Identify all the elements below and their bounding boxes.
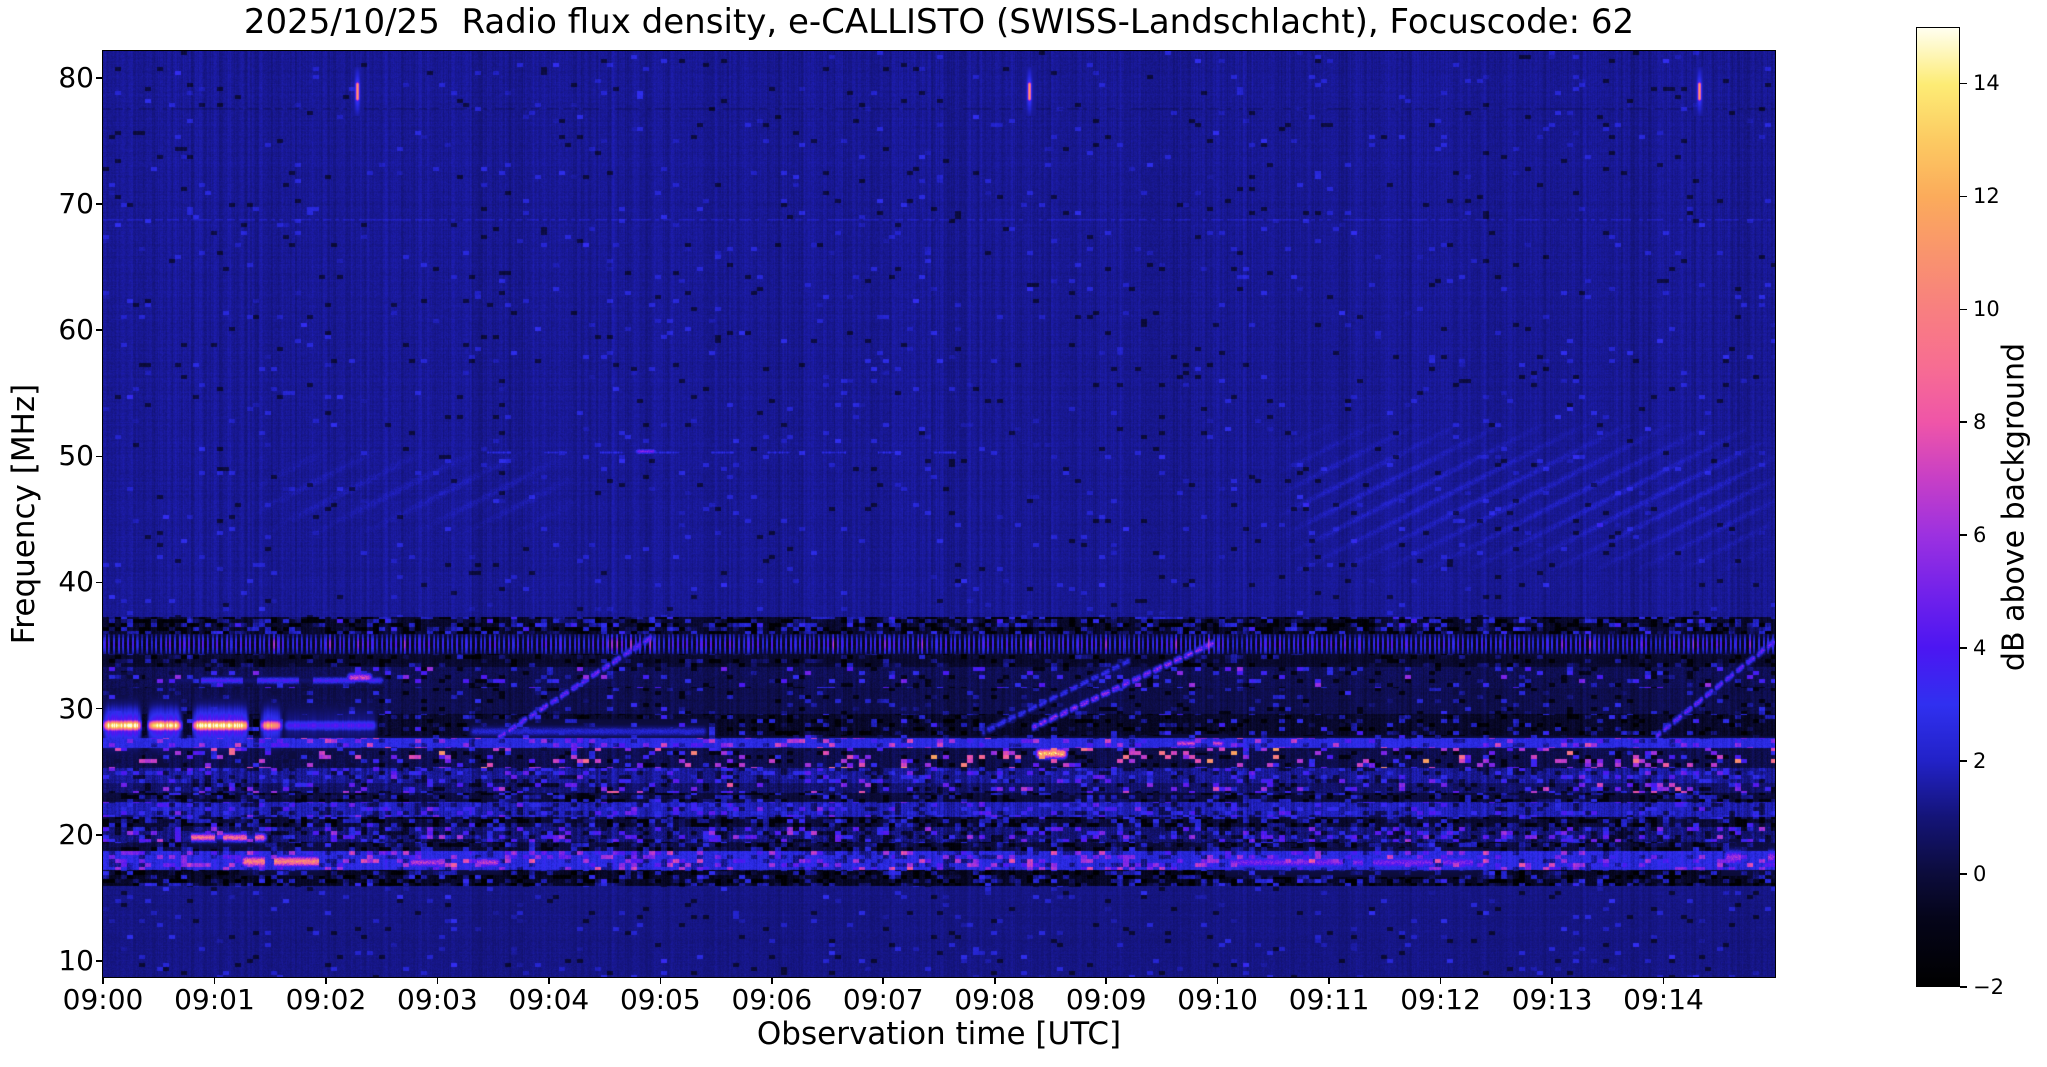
colorbar-tick-label: 4 [1973, 636, 1987, 661]
colorbar-tick-label: 6 [1973, 523, 1987, 548]
colorbar-tick-label: 10 [1973, 297, 2000, 322]
colorbar [1916, 27, 1960, 987]
colorbar-tick-mark [1960, 760, 1967, 762]
x-tick-mark [1105, 977, 1107, 984]
x-tick-label: 09:06 [731, 983, 813, 1016]
colorbar-tick-label: 2 [1973, 749, 1987, 774]
x-tick-label: 09:12 [1400, 983, 1481, 1016]
x-tick-mark [325, 977, 327, 984]
y-tick-label: 10 [58, 943, 94, 977]
x-tick-mark [659, 977, 662, 984]
colorbar-tick-label: 8 [1973, 410, 1987, 435]
x-tick-label: 09:11 [1288, 983, 1370, 1016]
y-tick-label: 20 [58, 817, 94, 851]
colorbar-tick-label: −2 [1973, 975, 2004, 999]
x-tick-label: 09:13 [1511, 983, 1593, 1016]
colorbar-tick-label: 14 [1973, 71, 2000, 96]
x-tick-label: 09:05 [619, 983, 701, 1016]
x-tick-label: 09:08 [954, 983, 1036, 1016]
colorbar-tick-label: 0 [1973, 862, 1987, 887]
y-tick-label: 50 [58, 439, 94, 473]
colorbar-tick-mark [1960, 534, 1967, 537]
x-tick-mark [1662, 977, 1665, 984]
x-tick-label: 09:09 [1065, 983, 1147, 1016]
x-tick-label: 09:04 [508, 983, 590, 1016]
colorbar-tick-mark [1960, 82, 1967, 85]
x-tick-mark [1216, 977, 1219, 984]
y-tick-mark [96, 833, 103, 836]
x-tick-label: 09:10 [1177, 983, 1258, 1016]
x-tick-label: 09:03 [397, 983, 478, 1016]
x-tick-mark [771, 977, 773, 984]
x-tick-label: 09:14 [1623, 983, 1704, 1016]
colorbar-tick-mark [1960, 421, 1967, 424]
colorbar-tick-mark [1960, 873, 1967, 875]
x-tick-mark [548, 977, 550, 984]
y-tick-label: 70 [58, 187, 94, 221]
x-tick-label: 09:00 [62, 983, 144, 1016]
spectrogram-image [103, 51, 1775, 977]
y-tick-mark [96, 581, 103, 584]
x-tick-mark [1328, 977, 1330, 984]
x-tick-mark [213, 977, 216, 984]
y-tick-label: 30 [58, 691, 94, 725]
x-tick-label: 09:02 [285, 983, 367, 1016]
x-tick-mark [102, 977, 104, 984]
x-tick-label: 09:07 [842, 983, 924, 1016]
y-axis-label: Frequency [MHz] [6, 383, 42, 645]
colorbar-tick-mark [1960, 308, 1967, 311]
y-tick-label: 80 [58, 60, 94, 94]
x-tick-mark [882, 977, 885, 984]
plot-title: 2025/10/25 Radio flux density, e-CALLIST… [243, 2, 1635, 42]
colorbar-tick-mark [1960, 986, 1967, 988]
y-tick-label: 40 [58, 565, 94, 599]
y-tick-mark [96, 707, 103, 710]
x-tick-mark [1439, 977, 1442, 984]
y-tick-mark [96, 960, 103, 962]
y-tick-mark [96, 329, 103, 332]
x-tick-label: 09:01 [174, 983, 255, 1016]
y-tick-mark [96, 455, 103, 458]
colorbar-tick-label: 12 [1973, 184, 2000, 209]
colorbar-tick-mark [1960, 195, 1967, 198]
y-tick-mark [96, 77, 103, 79]
x-tick-mark [1551, 977, 1553, 984]
colorbar-label: dB above background [1996, 342, 2032, 672]
y-tick-mark [96, 203, 103, 205]
x-axis-label: Observation time [UTC] [756, 1016, 1122, 1052]
x-tick-mark [436, 977, 439, 984]
colorbar-tick-mark [1960, 647, 1967, 649]
y-tick-label: 60 [58, 313, 94, 347]
x-tick-mark [993, 977, 996, 984]
